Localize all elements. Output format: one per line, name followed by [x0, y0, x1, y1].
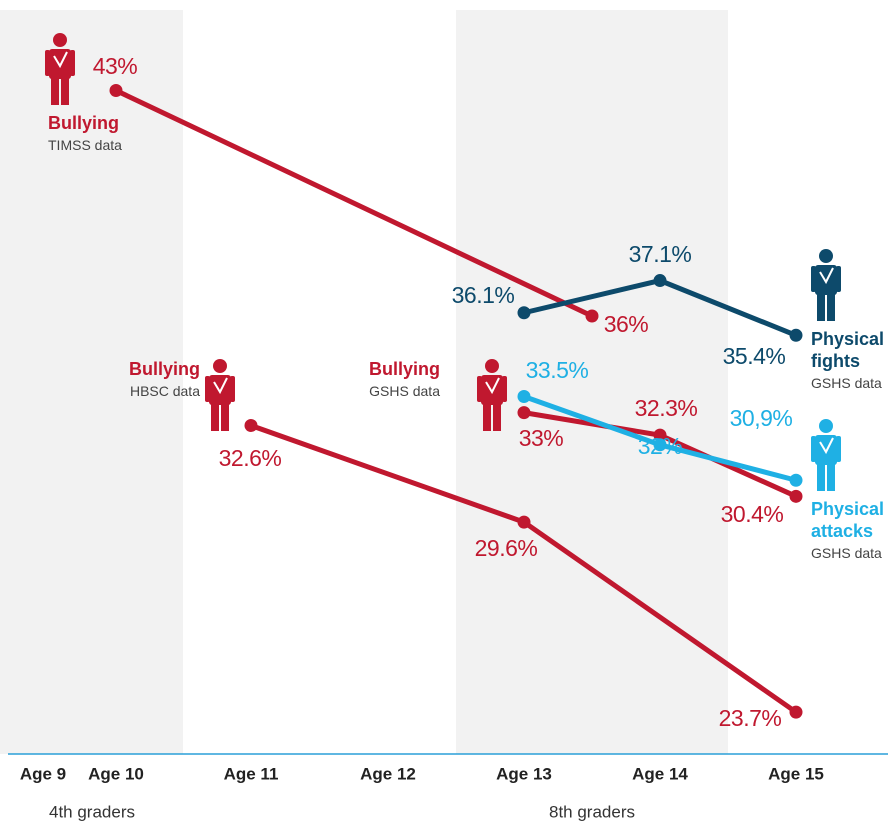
- x-tick-label: Age 11: [224, 764, 279, 783]
- person-icon: [485, 377, 500, 395]
- series-line: [113, 88, 595, 319]
- value-label: 43%: [93, 53, 138, 79]
- series-source: GSHS data: [811, 545, 882, 561]
- point: [789, 473, 803, 487]
- series-name: Bullying: [48, 113, 119, 133]
- value-label: 36.1%: [452, 282, 515, 308]
- x-tick-label: Age 13: [496, 764, 552, 783]
- legend-entry: Bullying HBSC data: [110, 358, 200, 402]
- person-icon: [213, 377, 228, 395]
- person-icon: [483, 403, 491, 431]
- person-icon: [70, 50, 75, 76]
- point: [517, 406, 531, 420]
- person-icon: [827, 293, 835, 321]
- value-label: 32%: [638, 433, 683, 459]
- person-icon: [819, 437, 834, 455]
- value-label: 23.7%: [719, 705, 782, 731]
- point: [244, 418, 258, 432]
- value-label: 29.6%: [475, 535, 538, 561]
- value-label: 37.1%: [629, 241, 692, 267]
- x-tick-label: Age 15: [768, 764, 824, 783]
- person-icon: [53, 33, 67, 47]
- value-label: 35.4%: [723, 343, 786, 369]
- person-icon: [205, 376, 210, 402]
- point: [585, 309, 599, 323]
- series-source: HBSC data: [129, 383, 200, 399]
- legend-entry: Bullying GSHS data: [350, 358, 440, 402]
- point: [517, 515, 531, 529]
- point: [789, 328, 803, 342]
- person-icon: [221, 403, 229, 431]
- value-label: 32.6%: [219, 445, 282, 471]
- person-icon: [817, 463, 825, 491]
- value-label: 32.3%: [635, 395, 698, 421]
- series-name: Bullying: [369, 359, 440, 379]
- point: [653, 274, 667, 288]
- person-icon: [811, 266, 816, 292]
- person-icon: [502, 376, 507, 402]
- annotation: 8th graders: [549, 802, 635, 821]
- person-icon: [485, 359, 499, 373]
- x-tick-label: Age 9: [20, 764, 66, 783]
- person-icon: [827, 463, 835, 491]
- value-label: 33%: [519, 425, 564, 451]
- value-label: 36%: [604, 311, 649, 337]
- value-label: 30,9%: [730, 405, 793, 431]
- point: [517, 389, 531, 403]
- point: [653, 438, 667, 452]
- person-icon: [819, 419, 833, 433]
- series-source: GSHS data: [811, 375, 882, 391]
- value-label: 33.5%: [526, 357, 589, 383]
- x-tick-label: Age 10: [88, 764, 144, 783]
- person-icon: [61, 77, 69, 105]
- person-icon: [213, 359, 227, 373]
- person-icon: [51, 77, 59, 105]
- series-name: Physical fights: [811, 329, 885, 371]
- series-name: Bullying: [129, 359, 200, 379]
- point: [789, 489, 803, 503]
- legend-entry: Physical attacks GSHS data: [811, 498, 891, 564]
- grade-band: [0, 10, 183, 754]
- series-name: Physical attacks: [811, 499, 885, 541]
- value-label: 30.4%: [721, 501, 784, 527]
- series-source: GSHS data: [369, 383, 440, 399]
- point: [653, 428, 667, 442]
- series-source: TIMSS data: [48, 137, 122, 153]
- person-icon: [45, 50, 50, 76]
- legend-entry: Physical fights GSHS data: [811, 328, 891, 394]
- person-icon: [817, 293, 825, 321]
- x-tick-label: Age 14: [632, 764, 688, 783]
- person-icon: [493, 403, 501, 431]
- person-icon: [53, 51, 68, 69]
- annotation: 4th graders: [49, 802, 135, 821]
- point: [517, 306, 531, 320]
- person-icon: [819, 267, 834, 285]
- legend-entry: Bullying TIMSS data: [48, 112, 138, 156]
- point: [789, 705, 803, 719]
- person-icon: [836, 436, 841, 462]
- person-icon: [811, 436, 816, 462]
- point: [109, 84, 123, 98]
- person-icon: [230, 376, 235, 402]
- person-icon: [836, 266, 841, 292]
- person-icon: [211, 403, 219, 431]
- x-tick-label: Age 12: [360, 764, 416, 783]
- person-icon: [477, 376, 482, 402]
- person-icon: [819, 249, 833, 263]
